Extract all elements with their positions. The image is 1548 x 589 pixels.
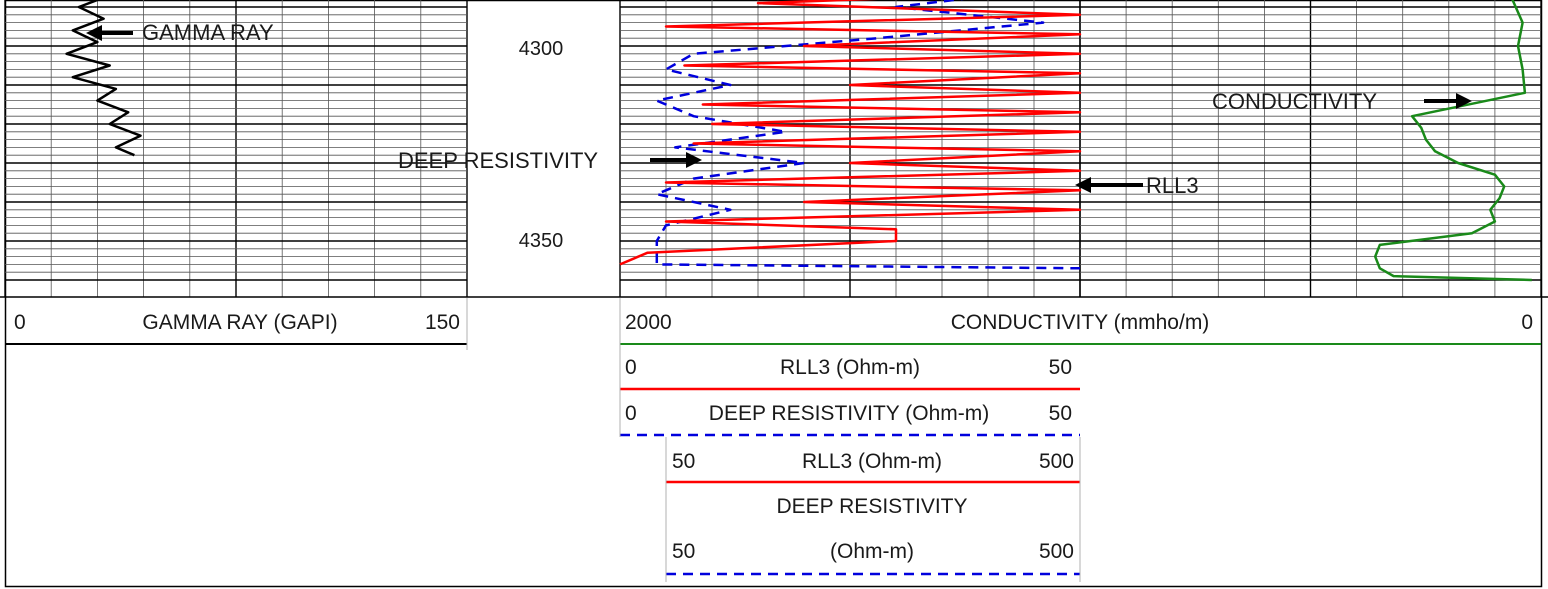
rll3-high-scale-min: 50 (672, 450, 695, 473)
rll3-arrow-head (1075, 177, 1091, 193)
deep-resistivity-high-scale-max: 500 (1039, 540, 1074, 563)
gamma-ray-scale-max: 150 (425, 311, 460, 334)
rll3-scale-header: 0 RLL3 (Ohm-m) 50 (620, 356, 1080, 391)
deep-resistivity-high-scale-label-2: (Ohm-m) (830, 540, 914, 563)
conductivity-arrow-head (1456, 93, 1472, 109)
curve-annotations (86, 25, 1472, 193)
deep-resistivity-scale-header: 0 DEEP RESISTIVITY (Ohm-m) 50 (620, 402, 1080, 437)
deep-resistivity-scale-min: 0 (625, 402, 637, 425)
rll3-callout: RLL3 (1146, 173, 1199, 198)
gamma-ray-scale-header: 0 GAMMA RAY (GAPI) 150 (5, 311, 467, 345)
rll3-scale-min: 0 (625, 356, 637, 379)
gamma-ray-scale-min: 0 (14, 311, 26, 334)
deep-resistivity-arrow-head (686, 152, 702, 168)
chart-frame (4, 0, 1543, 588)
conductivity-scale-header: 2000 CONDUCTIVITY (mmho/m) 0 (620, 311, 1541, 345)
conductivity-callout: CONDUCTIVITY (1212, 89, 1377, 114)
deep-resistivity-high-scale-header: DEEP RESISTIVITY 50 (Ohm-m) 500 (666, 495, 1080, 576)
gamma-ray-callout: GAMMA RAY (142, 20, 274, 45)
gamma-ray-scale-label: GAMMA RAY (GAPI) (142, 311, 337, 334)
conductivity-scale-max: 0 (1521, 311, 1533, 334)
deep-resistivity-high-scale-min: 50 (672, 540, 695, 563)
log-curves (65, 0, 1532, 282)
depth-tick-label: 4300 (519, 38, 564, 60)
rll3-high-scale-label: RLL3 (Ohm-m) (802, 450, 942, 473)
deep-resistivity-callout: DEEP RESISTIVITY (398, 148, 598, 173)
depth-tick-label: 4350 (519, 230, 564, 252)
deep-resistivity-scale-max: 50 (1049, 402, 1072, 425)
deep-resistivity-scale-label: DEEP RESISTIVITY (Ohm-m) (709, 402, 989, 425)
rll3-scale-label: RLL3 (Ohm-m) (780, 356, 920, 379)
gamma-ray-curve (65, 0, 142, 157)
gamma-ray-arrow-head (86, 25, 102, 41)
deep-resistivity-high-scale-label: DEEP RESISTIVITY (777, 495, 968, 518)
conductivity-scale-label: CONDUCTIVITY (mmho/m) (951, 311, 1210, 334)
rll3-high-scale-header: 50 RLL3 (Ohm-m) 500 (666, 450, 1080, 484)
track-grids (0, 0, 1548, 298)
conductivity-curve (1373, 0, 1532, 282)
rll3-scale-max: 50 (1049, 356, 1072, 379)
rll3-curve (619, 0, 1082, 266)
conductivity-scale-min: 2000 (625, 311, 672, 334)
rll3-high-scale-max: 500 (1039, 450, 1074, 473)
